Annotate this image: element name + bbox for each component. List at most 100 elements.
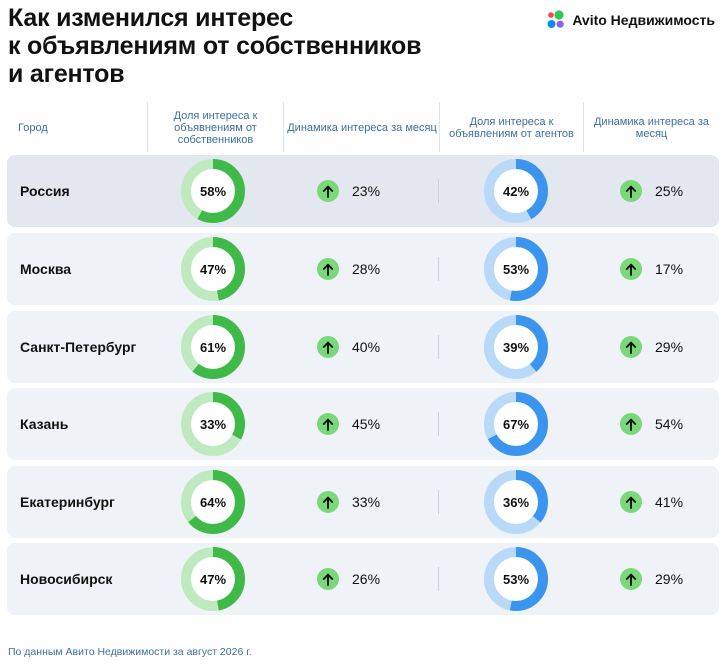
owners-share-donut-label: 47% [199,261,227,277]
agents-share-donut: 67% [483,391,549,457]
owners-dynamic-value: 23% [352,183,381,199]
owners-share-donut-arc [181,547,245,611]
owners-dynamic-value: 33% [352,494,381,510]
header-city: Город [18,121,48,134]
agents-dynamic: 29% [620,543,683,615]
owners-dynamic-value: 26% [352,571,381,587]
agents-dynamic: 41% [620,466,683,538]
header-owners-share: Доля интереса к объявнениям от собственн… [173,109,258,146]
agents-share-donut-label: 67% [502,416,530,432]
arrow-up-icon [620,413,642,435]
arrow-up-icon [317,336,339,358]
agents-dynamic: 54% [620,388,683,460]
agents-share-donut-arc [484,159,548,223]
arrow-up-icon [317,491,339,513]
owners-dynamic: 45% [317,388,380,460]
agents-share-donut-arc [484,470,548,534]
city-name: Екатеринбург [20,494,115,510]
owners-dynamic: 28% [317,233,380,305]
owners-share-donut: 47% [180,236,246,302]
arrow-up-icon [620,336,642,358]
agents-share-donut-label: 36% [502,494,530,510]
title-line-2: к объявлениям от собственников [8,32,422,60]
agents-share-donut-ring [484,315,548,379]
agents-share-donut-label: 39% [502,339,530,355]
owners-share-donut-ring [181,392,245,456]
owners-dynamic-value: 45% [352,416,381,432]
table-row: Санкт-Петербург 61% 40% 39% 29% [7,311,719,383]
owners-share-donut-arc [181,392,245,456]
owners-share-donut: 47% [180,546,246,612]
agents-dynamic: 29% [620,311,683,383]
source-note: По данным Авито Недвижимости за август 2… [8,646,252,658]
agents-share-donut: 39% [483,314,549,380]
avito-logo: Avito Недвижимость [546,10,715,30]
table-row: Москва 47% 28% 53% 17% [7,233,719,305]
column-divider [438,490,439,514]
arrow-up-icon [620,258,642,280]
city-name: Казань [20,416,69,432]
agents-dynamic: 17% [620,233,683,305]
chart-title: Как изменился интерес к объявлениям от с… [8,4,478,88]
arrow-up-icon [620,568,642,590]
owners-dynamic: 33% [317,466,380,538]
owners-share-donut-label: 33% [199,416,227,432]
owners-dynamic-value: 40% [352,339,381,355]
agents-share-donut: 42% [483,158,549,224]
column-divider [438,412,439,436]
owners-share-donut-ring [181,237,245,301]
owners-dynamic-value: 28% [352,261,381,277]
arrow-up-icon [317,180,339,202]
owners-share-donut-ring [181,470,245,534]
agents-dynamic: 25% [620,155,683,227]
agents-dynamic-value: 17% [655,261,684,277]
agents-share-donut-arc [484,547,548,611]
header-divider [439,102,440,152]
table-row: Россия 58% 23% 42% 25% [7,155,719,227]
arrow-up-icon [620,180,642,202]
owners-dynamic: 40% [317,311,380,383]
column-divider [438,179,439,203]
agents-dynamic-value: 54% [655,416,684,432]
owners-share-donut-label: 58% [199,183,227,199]
agents-share-donut-ring [484,237,548,301]
table-row: Казань 33% 45% 67% 54% [7,388,719,460]
owners-share-donut-label: 64% [199,494,227,510]
header-divider [147,102,148,152]
agents-share-donut-ring [484,392,548,456]
column-divider [438,335,439,359]
agents-share-donut-label: 53% [502,261,530,277]
agents-share-donut-label: 53% [502,571,530,587]
header-owners-dynamic: Динамика интереса за месяц [287,121,437,134]
owners-dynamic: 26% [317,543,380,615]
arrow-up-icon [317,568,339,590]
owners-share-donut: 61% [180,314,246,380]
header-divider [283,102,284,152]
table-header: Город Доля интереса к объявнениям от соб… [8,100,719,155]
title-line-3: и агентов [8,60,125,88]
agents-share-donut-label: 42% [502,183,530,199]
owners-share-donut-ring [181,159,245,223]
header-agents-share: Доля интереса к объявлениям от агентов [449,115,574,140]
agents-share-donut: 53% [483,546,549,612]
owners-share-donut-label: 47% [199,571,227,587]
city-name: Санкт-Петербург [20,339,137,355]
agents-dynamic-value: 41% [655,494,684,510]
table-row: Екатеринбург 64% 33% 36% 41% [7,466,719,538]
owners-share-donut-ring [181,547,245,611]
agents-share-donut-ring [484,470,548,534]
column-divider [438,257,439,281]
avito-dots-icon [547,10,565,28]
owners-share-donut: 58% [180,158,246,224]
owners-share-donut: 33% [180,391,246,457]
title-line-1: Как изменился интерес [8,4,294,32]
owners-share-donut-ring [181,315,245,379]
agents-share-donut: 53% [483,236,549,302]
arrow-up-icon [317,258,339,280]
column-divider [438,567,439,591]
city-name: Новосибирск [20,571,113,587]
owners-share-donut-arc [181,159,245,223]
owners-share-donut: 64% [180,469,246,535]
agents-share-donut-arc [484,315,548,379]
header-agents-dynamic: Динамика интереса за месяц [593,115,710,140]
